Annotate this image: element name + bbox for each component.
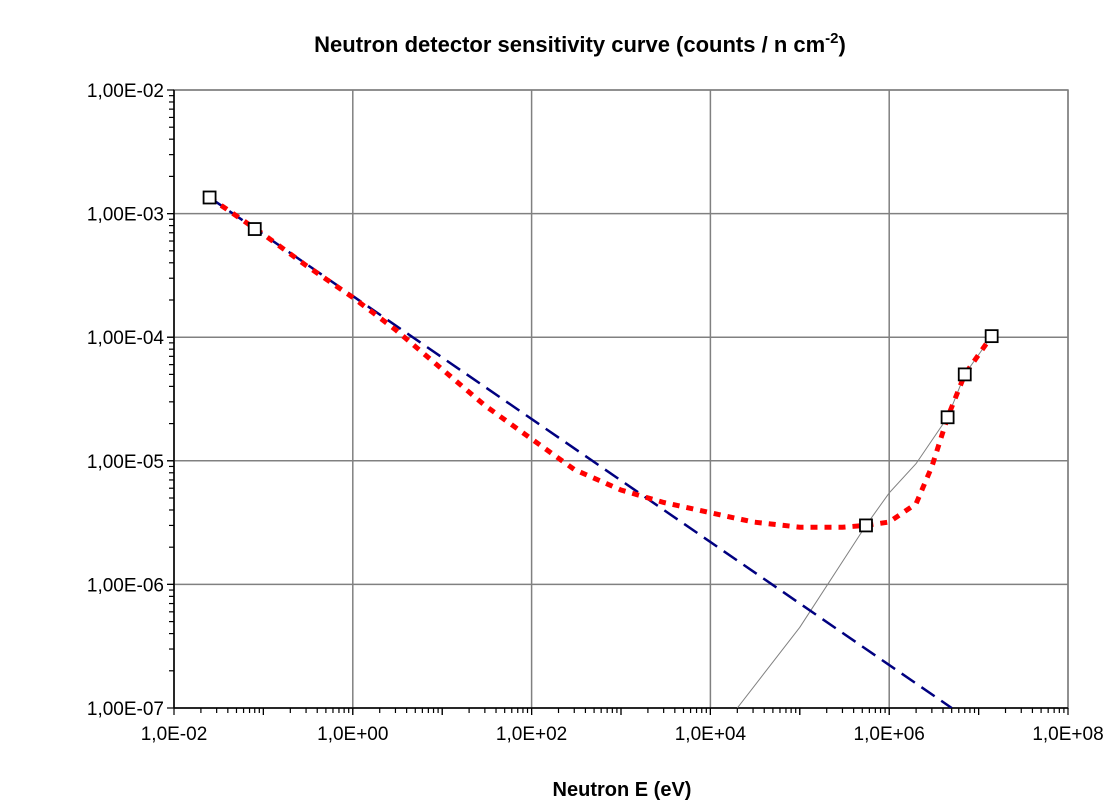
y-tick-label: 1,00E-07 <box>87 699 164 720</box>
x-tick-label: 1,0E+00 <box>317 724 388 745</box>
plot-area-frame <box>173 89 1069 709</box>
y-tick-label: 1,00E-02 <box>87 81 164 102</box>
y-tick-labels: 1,00E-02 1,00E-03 1,00E-04 1,00E-05 1,00E-06… <box>87 81 165 720</box>
data-point-marker <box>984 329 999 344</box>
series-line-navy-dashed <box>208 196 953 708</box>
y-tick-label: 1,00E-06 <box>87 575 164 596</box>
x-tick-label: 1,0E-02 <box>141 724 208 745</box>
series-line-red-dotted <box>208 195 994 530</box>
data-point-marker <box>247 222 262 236</box>
series-layer <box>202 190 999 708</box>
gridlines <box>173 89 1069 709</box>
axes <box>167 89 1069 715</box>
x-tick-label: 1,0E+06 <box>854 724 925 745</box>
x-tick-label: 1,0E+02 <box>496 724 567 745</box>
data-point-marker <box>957 367 972 382</box>
chart-title-close: ) <box>839 32 846 57</box>
data-point-marker <box>859 518 873 533</box>
x-tick-labels: 1,0E-02 1,0E+00 1,0E+02 1,0E+04 1,0E+06 1,0E+… <box>141 724 1104 745</box>
x-tick-label: 1,0E+04 <box>675 724 747 745</box>
data-point-marker <box>940 410 955 425</box>
y-tick-label: 1,00E-05 <box>87 452 164 473</box>
chart-title-superscript: -2 <box>825 30 838 47</box>
chart-title-main: Neutron detector sensitivity curve (coun… <box>314 32 825 57</box>
chart-title: Neutron detector sensitivity curve (coun… <box>314 30 846 57</box>
y-tick-label: 1,00E-04 <box>87 328 165 349</box>
x-axis-title: Neutron E (eV) <box>553 779 692 801</box>
x-tick-label: 1,0E+08 <box>1032 724 1103 745</box>
data-point-marker <box>202 190 217 205</box>
y-tick-label: 1,00E-03 <box>87 205 164 226</box>
